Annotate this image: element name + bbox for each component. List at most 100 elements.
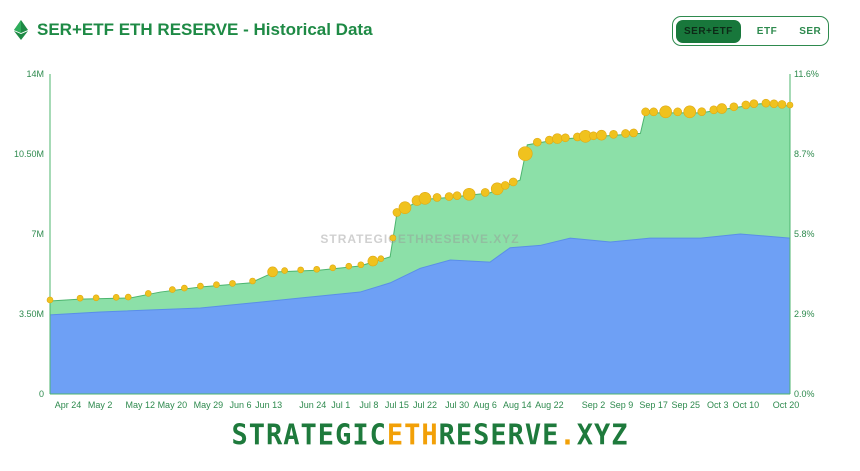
marker-point xyxy=(169,286,176,293)
marker-point xyxy=(112,294,120,301)
x-tick: Oct 3 xyxy=(707,400,729,410)
marker-point xyxy=(683,105,697,119)
marker-point xyxy=(673,107,682,117)
marker-point xyxy=(517,146,533,161)
x-tick: Jun 6 xyxy=(229,400,251,410)
marker-point xyxy=(709,105,719,115)
marker-point xyxy=(729,102,739,112)
marker-point xyxy=(561,133,570,143)
marker-point xyxy=(124,293,132,301)
marker-point xyxy=(249,277,256,285)
marker-point xyxy=(480,188,490,197)
marker-point xyxy=(761,98,771,108)
y-tick-left: 14M xyxy=(26,69,44,79)
marker-point xyxy=(313,265,321,273)
x-tick: Sep 9 xyxy=(610,400,634,410)
x-tick: Jul 8 xyxy=(359,400,378,410)
page-title: SER+ETF ETH RESERVE - Historical Data xyxy=(37,20,373,39)
x-tick: Apr 24 xyxy=(55,400,82,410)
y-tick-right: 0.0% xyxy=(794,389,815,399)
marker-point xyxy=(76,294,84,302)
marker-point xyxy=(92,294,100,302)
marker-point xyxy=(641,107,650,117)
page-header: SER+ETF ETH RESERVE - Historical Data xyxy=(14,20,373,40)
marker-point xyxy=(716,103,728,114)
marker-point xyxy=(389,234,397,242)
marker-point xyxy=(609,130,618,139)
marker-point xyxy=(629,128,638,138)
area-base-line xyxy=(49,233,791,316)
watermark: STRATEGICETHRESERVE.XYZ xyxy=(320,232,519,246)
marker-point xyxy=(462,187,476,201)
marker-point xyxy=(329,264,337,272)
x-tick: Sep 2 xyxy=(582,400,606,410)
y-tick-left: 3.50M xyxy=(19,309,44,319)
logo-part: STRATEGIC xyxy=(231,419,387,452)
marker-point xyxy=(181,284,188,292)
y-tick-left: 0 xyxy=(39,389,44,399)
y-tick-left: 10.50M xyxy=(14,149,44,159)
marker-point xyxy=(367,255,379,267)
marker-point xyxy=(452,191,462,200)
marker-point xyxy=(545,135,554,145)
logo-eth: ETH xyxy=(386,419,439,452)
marker-point xyxy=(596,129,607,141)
marker-point xyxy=(621,129,630,138)
marker-point xyxy=(267,266,278,278)
logo-part: XYZ xyxy=(576,419,629,452)
marker-point xyxy=(357,261,365,269)
marker-point xyxy=(144,290,152,297)
marker-point xyxy=(213,281,220,289)
ethereum-icon xyxy=(14,20,28,40)
x-tick: May 20 xyxy=(158,400,188,410)
marker-point xyxy=(432,193,442,202)
marker-point xyxy=(500,181,510,190)
x-tick: Aug 6 xyxy=(473,400,497,410)
x-tick: Aug 22 xyxy=(535,400,564,410)
marker-point xyxy=(749,99,759,108)
marker-point xyxy=(659,105,672,119)
marker-point xyxy=(345,262,353,270)
marker-point xyxy=(533,137,542,147)
x-tick: May 2 xyxy=(88,400,113,410)
marker-point xyxy=(769,99,779,109)
x-tick: Jun 24 xyxy=(299,400,326,410)
marker-point xyxy=(786,101,794,109)
marker-point xyxy=(697,107,707,116)
y-tick-right: 8.7% xyxy=(794,149,815,159)
x-tick: Sep 17 xyxy=(639,400,668,410)
x-tick: Jul 15 xyxy=(385,400,409,410)
toggle-ser[interactable]: SER xyxy=(799,25,822,37)
x-tick: May 29 xyxy=(194,400,224,410)
marker-point xyxy=(229,280,236,287)
marker-point xyxy=(46,296,54,304)
logo-dot: . xyxy=(559,419,577,452)
reserve-chart: STRATEGICETHRESERVE.XYZ 0 0.0% 3.50M 2.9% 7M 5… xyxy=(14,69,819,410)
x-tick: Jul 22 xyxy=(413,400,437,410)
view-toggle: SER+ETF ETF SER xyxy=(672,16,829,46)
marker-point xyxy=(377,255,385,262)
toggle-ser-etf[interactable]: SER+ETF xyxy=(676,19,741,43)
y-tick-right: 11.6% xyxy=(794,69,819,79)
area-base xyxy=(50,234,790,394)
x-tick: Aug 14 xyxy=(503,400,532,410)
x-tick: Jun 13 xyxy=(255,400,282,410)
y-tick-right: 2.9% xyxy=(794,309,815,319)
marker-point xyxy=(197,282,204,290)
x-tick: May 12 xyxy=(125,400,155,410)
marker-point xyxy=(281,267,288,274)
toggle-etf[interactable]: ETF xyxy=(756,25,778,37)
marker-point xyxy=(418,192,432,205)
x-tick: Jul 1 xyxy=(331,400,350,410)
marker-point xyxy=(777,100,787,109)
marker-point xyxy=(398,201,412,214)
marker-point xyxy=(297,266,304,274)
y-tick-left: 7M xyxy=(31,229,44,239)
marker-point xyxy=(552,133,563,144)
y-tick-right: 5.8% xyxy=(794,229,815,239)
marker-point xyxy=(444,192,454,201)
marker-point xyxy=(508,177,518,187)
footer-logo: STRATEGICETHRESERVE.XYZ xyxy=(0,419,860,452)
marker-point xyxy=(741,100,751,110)
x-tick: Oct 20 xyxy=(773,400,800,410)
